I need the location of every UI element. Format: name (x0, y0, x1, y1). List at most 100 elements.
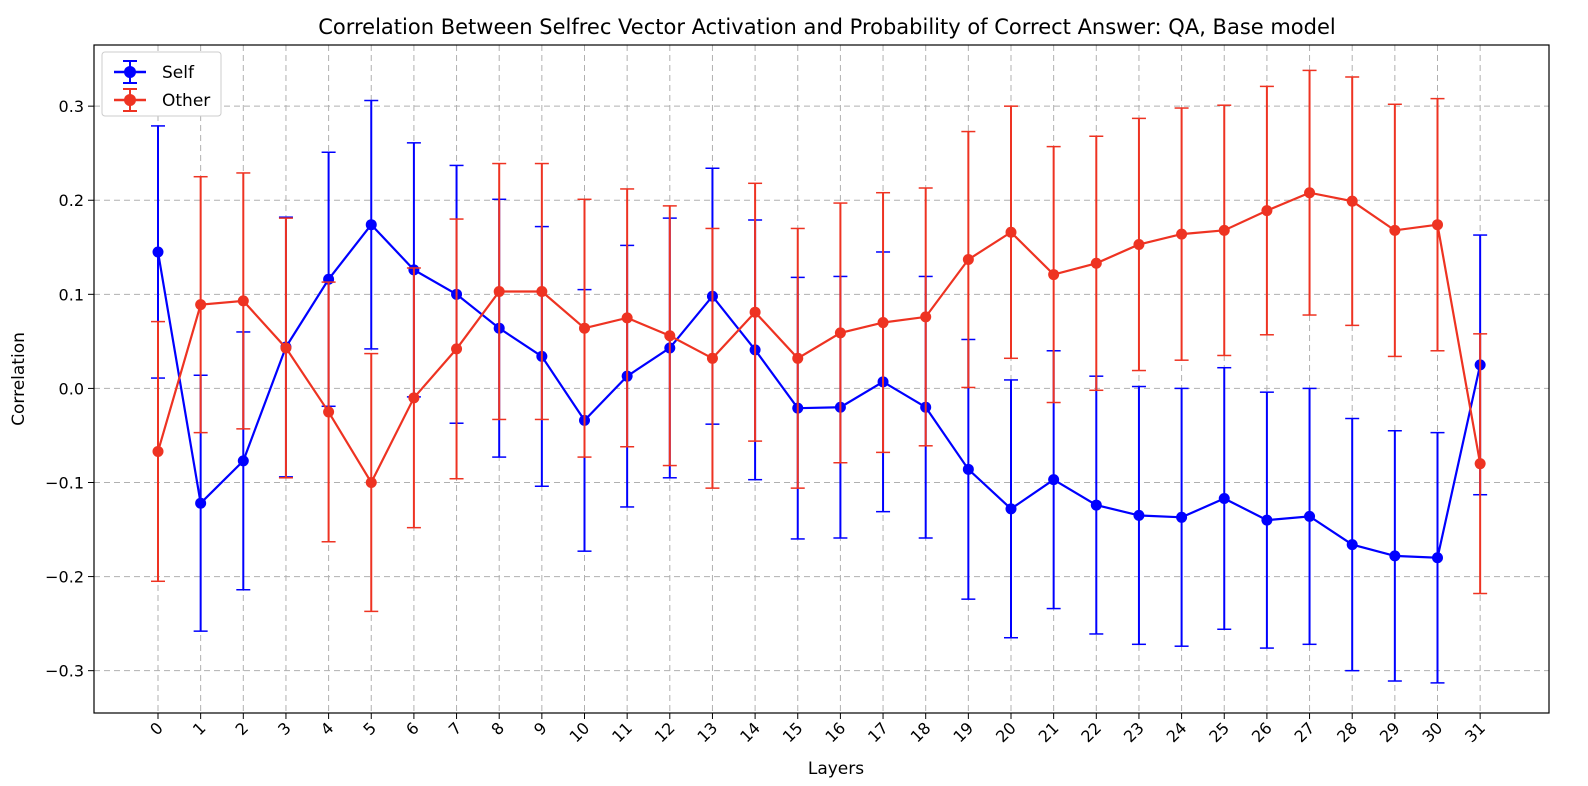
y-tick-label: 0.0 (59, 379, 84, 398)
x-tick-label: 23 (1120, 718, 1148, 746)
data-point (1389, 550, 1401, 562)
y-tick-label: 0.3 (59, 97, 84, 116)
data-point (152, 246, 164, 258)
x-tick-label: 29 (1376, 718, 1404, 746)
data-point (1005, 503, 1017, 515)
data-point (621, 312, 633, 324)
data-point (1218, 492, 1230, 504)
data-point (1389, 224, 1401, 236)
legend-entry-self: Self (114, 60, 195, 84)
data-point (1090, 499, 1102, 511)
plot-frame (93, 44, 1550, 714)
data-point (1261, 205, 1273, 217)
legend-entry-other: Other (114, 88, 210, 112)
x-tick-label: 6 (402, 718, 423, 739)
legend-label-self: Self (162, 63, 195, 83)
legend-label-other: Other (162, 91, 210, 111)
y-tick-label: −0.2 (45, 568, 84, 587)
data-point (152, 445, 164, 457)
x-tick-label: 0 (146, 718, 167, 739)
data-point (1304, 187, 1316, 199)
data-point (237, 295, 249, 307)
series-line (156, 191, 1482, 485)
data-point (1133, 509, 1145, 521)
data-point (706, 352, 718, 364)
data-point (195, 299, 207, 311)
series-self (151, 99, 1488, 684)
data-point (664, 330, 676, 342)
x-tick-label: 15 (779, 718, 807, 746)
x-tick-label: 25 (1205, 718, 1233, 746)
y-axis-label: Correlation (9, 332, 29, 426)
x-tick-label: 18 (907, 718, 935, 746)
x-tick-label: 28 (1333, 718, 1361, 746)
data-point (962, 463, 974, 475)
data-point (195, 497, 207, 509)
data-point (1261, 514, 1273, 526)
data-point (323, 406, 335, 418)
y-tick-label: 0.2 (59, 191, 84, 210)
x-tick-label: 24 (1163, 718, 1191, 746)
x-tick-label: 12 (651, 718, 679, 746)
x-tick-label: 26 (1248, 718, 1276, 746)
data-point (1090, 257, 1102, 269)
x-tick-label: 13 (693, 718, 721, 746)
data-point (1176, 511, 1188, 523)
data-point (1346, 195, 1358, 207)
legend-swatch-marker (124, 94, 136, 106)
axis-layer: 0 1 2 3 4 5 6 7 8 9 10 11 12 13 14 15 16 17 18 19 20 21 22 23 24… (45, 97, 1489, 746)
x-tick-label: 10 (565, 718, 593, 746)
y-tick-label: 0.1 (59, 285, 84, 304)
data-point (579, 322, 590, 334)
data-point (1304, 510, 1316, 522)
x-tick-label: 7 (445, 718, 466, 739)
x-tick-label: 16 (821, 718, 849, 746)
data-point (1005, 226, 1017, 238)
data-point (834, 327, 846, 339)
data-point (365, 476, 377, 488)
x-tick-label: 30 (1418, 718, 1446, 746)
x-tick-label: 4 (317, 718, 338, 739)
y-tick-label: −0.1 (45, 473, 84, 492)
x-tick-label: 8 (487, 718, 508, 739)
series-other (151, 69, 1488, 613)
data-layer (151, 69, 1488, 684)
x-tick-label: 1 (189, 718, 210, 739)
data-point (1048, 269, 1060, 281)
data-point (1133, 238, 1145, 250)
x-tick-label: 2 (231, 718, 252, 739)
data-point (1474, 458, 1486, 470)
data-point (1432, 219, 1443, 231)
data-point (962, 254, 974, 266)
data-point (1346, 539, 1358, 551)
data-point (408, 392, 420, 404)
x-tick-label: 11 (608, 718, 636, 746)
data-point (1048, 474, 1060, 486)
data-point (920, 311, 932, 323)
data-point (493, 286, 505, 298)
legend-swatch-marker (124, 66, 136, 78)
x-tick-label: 31 (1461, 718, 1489, 746)
data-point (365, 219, 377, 231)
chart-title: Correlation Between Selfrec Vector Activ… (318, 15, 1336, 39)
x-tick-label: 20 (992, 718, 1020, 746)
x-tick-label: 14 (736, 718, 764, 746)
data-point (792, 352, 804, 364)
data-point (1176, 228, 1188, 240)
grid-layer (94, 45, 1549, 713)
x-tick-label: 27 (1291, 718, 1319, 746)
x-tick-label: 17 (864, 718, 892, 746)
x-tick-label: 3 (274, 718, 295, 739)
data-point (1432, 552, 1443, 564)
data-point (280, 342, 292, 354)
x-tick-label: 22 (1077, 718, 1105, 746)
x-tick-label: 9 (530, 718, 551, 739)
y-tick-label: −0.3 (45, 662, 84, 681)
data-point (877, 317, 889, 329)
x-tick-label: 21 (1035, 718, 1063, 746)
data-point (536, 286, 548, 298)
legend: Self Other (101, 51, 222, 117)
data-point (749, 306, 761, 318)
series-line (156, 223, 1482, 559)
